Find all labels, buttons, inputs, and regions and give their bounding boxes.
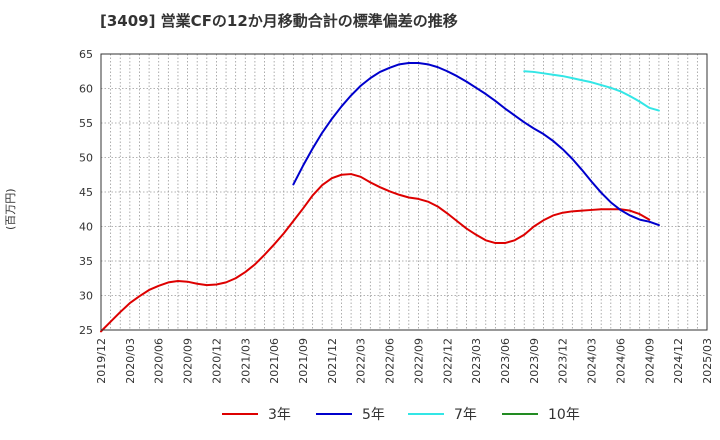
y-tick-label: 30: [79, 290, 93, 303]
x-tick-label: 2023/12: [557, 338, 570, 384]
legend-item-7y[interactable]: 7年: [408, 402, 477, 426]
x-tick-label: 2024/09: [643, 338, 656, 384]
series-line-0: [100, 173, 651, 333]
x-tick-label: 2020/12: [210, 338, 223, 384]
legend-label-10y: 10年: [548, 407, 580, 423]
grid: [100, 53, 708, 331]
x-tick-label: 2021/09: [297, 338, 310, 384]
x-tick-label: 2024/06: [614, 338, 627, 384]
legend-swatch-7y: [408, 413, 444, 415]
series-line-2: [523, 70, 660, 112]
plot-frame: [100, 53, 708, 331]
series-lines: [100, 61, 660, 333]
x-tick-label: 2022/03: [355, 338, 368, 384]
y-tick-label: 55: [79, 117, 93, 130]
x-tick-label: 2019/12: [95, 338, 108, 384]
x-tick-label: 2021/03: [239, 338, 252, 384]
x-tick-label: 2022/09: [412, 338, 425, 384]
legend-swatch-10y: [502, 413, 538, 415]
legend-item-10y[interactable]: 10年: [502, 402, 580, 426]
legend-swatch-3y: [222, 413, 258, 415]
legend-item-5y[interactable]: 5年: [316, 402, 385, 426]
legend-item-3y[interactable]: 3年: [222, 402, 291, 426]
x-tick-label: 2020/06: [153, 338, 166, 384]
x-tick-label: 2025/03: [701, 338, 714, 384]
legend-swatch-5y: [316, 413, 352, 415]
legend-label-5y: 5年: [362, 407, 385, 423]
x-tick-label: 2021/06: [268, 338, 281, 384]
chart-title: [3409] 営業CFの12か月移動合計の標準偏差の推移: [100, 12, 458, 30]
x-tick-label: 2020/09: [182, 338, 195, 384]
legend-label-7y: 7年: [454, 407, 477, 423]
x-tick-label: 2024/03: [586, 338, 599, 384]
y-tick-label: 65: [79, 48, 93, 61]
y-tick-label: 50: [79, 152, 93, 165]
series-line-1: [292, 61, 660, 227]
x-tick-label: 2021/12: [326, 338, 339, 384]
y-tick-label: 60: [79, 83, 93, 96]
x-tick-label: 2023/03: [470, 338, 483, 384]
x-tick-label: 2020/03: [124, 338, 137, 384]
legend-label-3y: 3年: [268, 407, 291, 423]
y-tick-labels: 25 30 35 40 45 50 55 60 65: [79, 48, 93, 337]
y-tick-label: 35: [79, 255, 93, 268]
y-tick-label: 45: [79, 186, 93, 199]
x-tick-label: 2023/09: [528, 338, 541, 384]
x-tick-labels: 2019/12 2020/03 2020/06 2020/09 2020/12 2021/…: [95, 338, 714, 384]
x-tick-label: 2022/12: [441, 338, 454, 384]
x-tick-label: 2024/12: [672, 338, 685, 384]
y-tick-label: 25: [79, 324, 93, 337]
legend: 3年 5年 7年 10年: [0, 402, 720, 426]
x-tick-label: 2023/06: [499, 338, 512, 384]
x-tick-label: 2022/06: [384, 338, 397, 384]
y-tick-label: 40: [79, 221, 93, 234]
